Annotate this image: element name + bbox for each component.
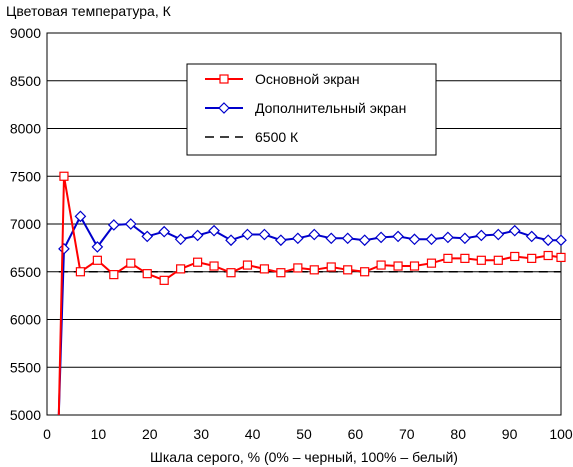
x-tick-70: 70 xyxy=(399,426,415,442)
x-tick-0: 0 xyxy=(43,426,51,442)
series-1-point-26 xyxy=(475,229,488,242)
series-0-point-5 xyxy=(126,258,136,268)
series-0-point-6 xyxy=(142,269,152,279)
series-1-point-21 xyxy=(392,230,404,243)
x-tick-10: 10 xyxy=(91,426,107,442)
series-1-point-19 xyxy=(358,234,371,247)
series-1-point-7 xyxy=(158,225,171,238)
series-1-point-23 xyxy=(425,233,438,246)
series-0-line xyxy=(57,176,562,416)
series-0-point-13 xyxy=(259,264,270,274)
series-1-point-18 xyxy=(341,232,354,245)
x-tick-40: 40 xyxy=(245,426,261,442)
y-tick-9000: 9000 xyxy=(10,25,41,41)
series-0-point-15 xyxy=(293,263,303,273)
series-0-point-24 xyxy=(443,253,453,263)
series-0-point-14 xyxy=(276,268,286,278)
legend-marker-1 xyxy=(218,102,230,114)
series-0-point-29 xyxy=(527,253,537,263)
series-1-point-16 xyxy=(308,228,321,241)
legend-label-0: Основной экран xyxy=(255,71,360,87)
series-0-point-20 xyxy=(376,260,386,270)
series-1-point-10 xyxy=(208,224,220,237)
series-1-point-29 xyxy=(525,230,538,243)
series-0-point-31 xyxy=(556,252,566,263)
x-tick-50: 50 xyxy=(296,426,312,442)
series-0-point-28 xyxy=(510,251,520,262)
series-0-point-21 xyxy=(393,261,403,271)
series-layer xyxy=(57,171,567,416)
series-1-point-4 xyxy=(107,219,120,231)
legend-label-2: 6500 К xyxy=(255,129,299,145)
series-0-point-18 xyxy=(343,265,353,275)
x-tick-80: 80 xyxy=(450,426,466,442)
series-1-point-30 xyxy=(542,234,554,247)
legend: Основной экран Дополнительный экран 6500 К xyxy=(186,63,437,156)
series-0-point-4 xyxy=(109,270,119,280)
series-0-point-8 xyxy=(176,264,186,274)
x-axis-label: Шкала серого, % (0% – черный, 100% – бел… xyxy=(150,449,458,465)
series-1-point-20 xyxy=(375,231,387,244)
x-tick-60: 60 xyxy=(348,426,364,442)
series-0-point-9 xyxy=(193,257,203,267)
series-0-point-26 xyxy=(476,255,486,265)
series-1-point-8 xyxy=(174,233,187,246)
x-tick-90: 90 xyxy=(502,426,518,442)
series-1-point-15 xyxy=(291,232,304,245)
series-1-point-25 xyxy=(459,232,471,245)
series-0-point-25 xyxy=(460,253,470,263)
series-0-point-1 xyxy=(59,171,69,181)
series-0-point-11 xyxy=(226,268,236,278)
series-1-point-31 xyxy=(555,234,567,247)
y-axis-label: Цветовая температура, К xyxy=(6,3,172,19)
series-1-point-28 xyxy=(508,224,521,237)
y-tick-6500: 6500 xyxy=(10,264,41,280)
series-1-point-2 xyxy=(74,210,87,223)
series-0-point-19 xyxy=(360,267,370,277)
y-tick-8500: 8500 xyxy=(10,73,41,89)
series-1 xyxy=(57,210,567,416)
series-1-point-9 xyxy=(191,229,204,242)
legend-marker-0 xyxy=(219,74,229,84)
x-tick-100: 100 xyxy=(549,426,573,442)
series-0-point-12 xyxy=(242,260,253,270)
series-0 xyxy=(57,171,566,416)
y-tick-6000: 6000 xyxy=(10,312,41,328)
y-tick-8000: 8000 xyxy=(10,121,41,137)
series-1-point-12 xyxy=(241,228,254,241)
series-1-point-24 xyxy=(442,231,454,244)
series-1-point-22 xyxy=(408,233,421,246)
series-1-point-27 xyxy=(492,228,505,241)
series-1-line xyxy=(57,214,561,416)
series-0-point-7 xyxy=(159,275,169,285)
y-tick-labels: 5000 5500 6000 6500 7000 7500 8000 8500 9000 xyxy=(10,25,41,423)
series-0-point-16 xyxy=(309,265,319,275)
series-1-point-17 xyxy=(325,232,338,245)
series-0-point-17 xyxy=(326,262,336,272)
series-0-point-10 xyxy=(209,261,219,271)
plot-area xyxy=(46,32,562,416)
y-tick-5500: 5500 xyxy=(10,359,41,375)
series-1-point-5 xyxy=(124,218,137,230)
series-1-point-6 xyxy=(141,230,154,243)
series-1-point-11 xyxy=(225,234,237,247)
legend-label-1: Дополнительный экран xyxy=(255,100,406,116)
series-0-point-30 xyxy=(543,250,553,261)
y-tick-7000: 7000 xyxy=(10,216,41,232)
series-1-point-14 xyxy=(275,234,287,247)
x-tick-30: 30 xyxy=(193,426,209,442)
series-0-point-3 xyxy=(92,255,102,265)
x-tick-labels: 0 10 20 30 40 50 60 70 80 90 100 xyxy=(43,426,573,442)
series-0-point-23 xyxy=(426,258,437,268)
series-0-point-2 xyxy=(75,267,86,277)
y-tick-7500: 7500 xyxy=(10,168,41,184)
y-tick-5000: 5000 xyxy=(10,407,41,423)
x-tick-20: 20 xyxy=(142,426,158,442)
series-0-point-27 xyxy=(493,255,503,265)
series-1-point-3 xyxy=(91,241,104,253)
series-0-point-22 xyxy=(409,261,420,271)
series-1-point-13 xyxy=(258,228,271,241)
series-1-point-1 xyxy=(58,242,70,255)
